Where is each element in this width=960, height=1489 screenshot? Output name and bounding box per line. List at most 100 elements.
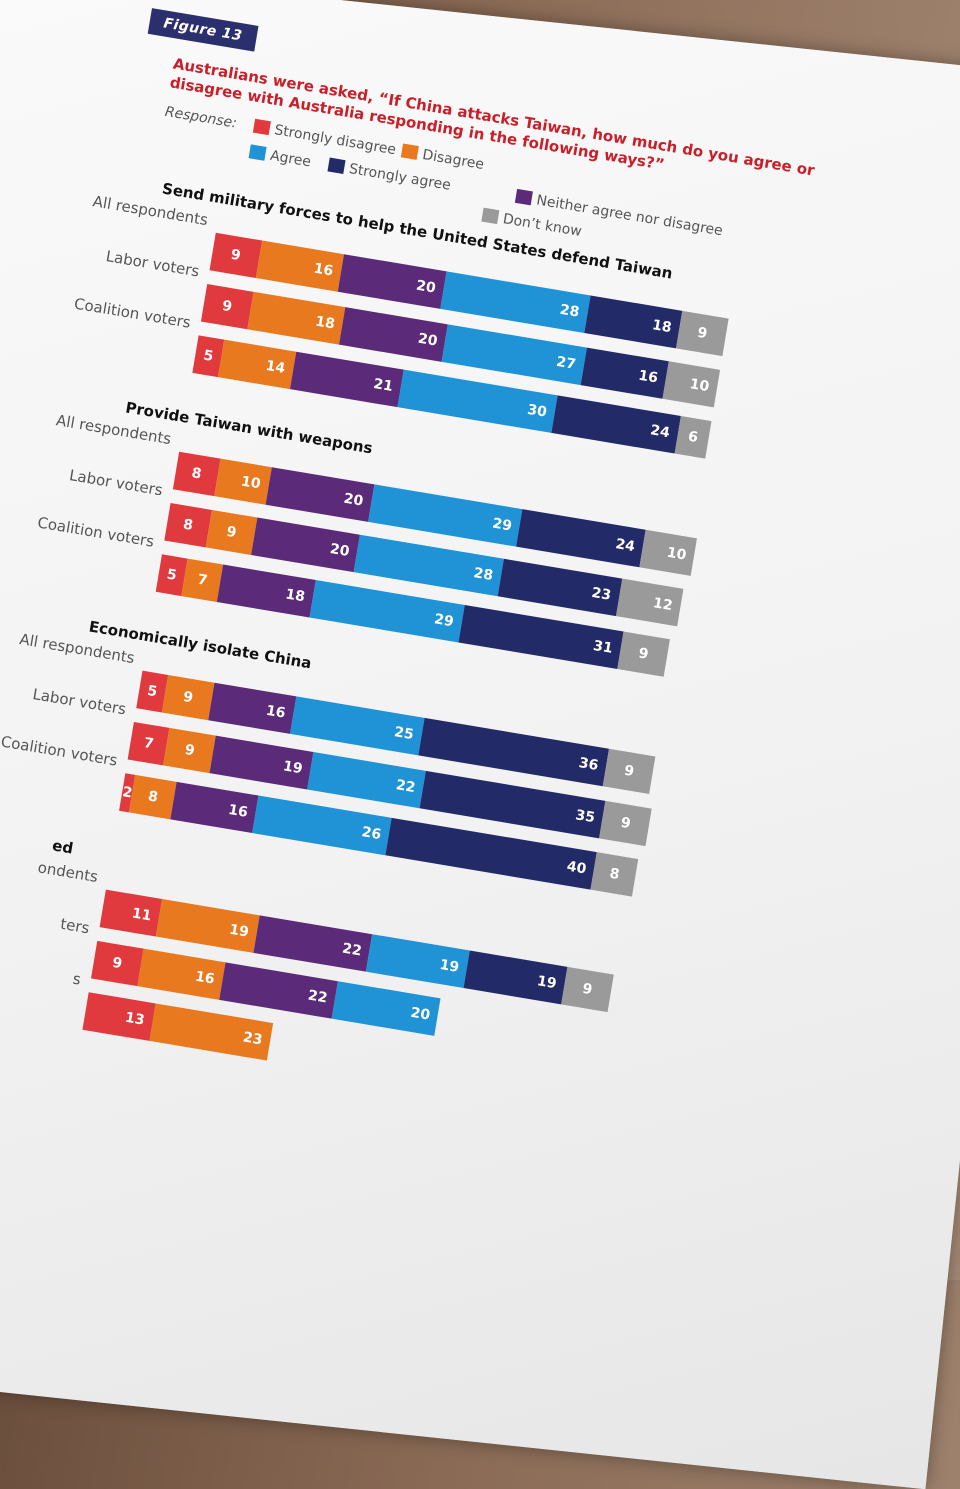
bar-segment-don-t-know: 9 [599, 800, 652, 847]
row-label: Coalition voters [72, 294, 193, 332]
bar-segment-agree: 29 [309, 580, 465, 643]
bar-segment-neither-agree-nor-disagree: 20 [251, 517, 361, 573]
bar-segment-neither-agree-nor-disagree: 20 [339, 307, 449, 362]
bar-segment-agree: 30 [397, 369, 558, 433]
bar-segment-agree: 27 [441, 324, 587, 386]
legend-swatch [400, 143, 419, 160]
bar-value-label: 18 [650, 317, 673, 337]
bar-segment-agree: 28 [440, 271, 591, 333]
bar-value-label: 9 [619, 814, 632, 833]
bar-segment-neither-agree-nor-disagree: 20 [337, 254, 447, 309]
bar-value-label: 20 [416, 330, 439, 350]
bar-value-label: 9 [225, 523, 238, 542]
bar-segment-don-t-know: 9 [617, 631, 670, 677]
bar-segment-agree: 29 [367, 484, 523, 547]
bar-value-label: 22 [306, 987, 329, 1007]
bar-value-label: 31 [591, 637, 614, 657]
bar-value-label: 16 [227, 801, 249, 821]
bar-segment-don-t-know: 10 [639, 529, 698, 576]
bar-segment-neither-agree-nor-disagree: 20 [265, 467, 375, 522]
row-label: Labor voters [31, 685, 128, 719]
bar-value-label: 9 [229, 246, 242, 265]
bar-segment-strongly-disagree: 9 [200, 284, 254, 330]
bar-value-label: 30 [526, 401, 548, 421]
bar-segment-strongly-agree: 31 [458, 604, 624, 670]
bar-value-label: 5 [202, 347, 215, 365]
bar-segment-neither-agree-nor-disagree: 18 [217, 564, 316, 618]
row-label: Labor voters [104, 247, 201, 281]
bar-segment-strongly-disagree: 8 [172, 451, 221, 497]
bar-segment-agree: 25 [290, 696, 425, 756]
bar-value-label: 9 [181, 688, 195, 707]
bar-value-label: 6 [686, 428, 700, 447]
bar-segment-strongly-disagree: 9 [209, 232, 262, 278]
bar-segment-don-t-know: 8 [590, 852, 639, 897]
bar-value-label: 23 [241, 1029, 264, 1049]
bar-value-label: 9 [221, 297, 234, 316]
bar-segment-disagree: 19 [155, 899, 260, 953]
legend-swatch [248, 144, 267, 161]
bar-segment-strongly-agree: 24 [551, 395, 681, 454]
bar-segment-don-t-know: 12 [615, 578, 684, 627]
bar-segment-disagree: 14 [217, 339, 297, 390]
bar-value-label: 21 [372, 375, 395, 395]
bar-value-label: 27 [555, 353, 577, 373]
bar-segment-strongly-agree: 23 [497, 558, 622, 617]
bar-value-label: 8 [181, 516, 195, 534]
bar-value-label: 40 [565, 858, 588, 878]
bar-segment-agree: 22 [307, 752, 427, 809]
bar-value-label: 29 [491, 515, 514, 535]
bar-value-label: 16 [312, 260, 335, 280]
bar-value-label: 5 [146, 682, 159, 701]
bar-value-label: 28 [558, 301, 581, 321]
bar-value-label: 35 [574, 807, 597, 827]
bar-segment-strongly-disagree: 13 [82, 992, 156, 1041]
legend-swatch [481, 207, 500, 225]
bar-segment-don-t-know: 9 [602, 748, 656, 794]
legend-caption: Response: [163, 103, 238, 132]
bar-value-label: 10 [665, 544, 688, 564]
bar-value-label: 20 [409, 1004, 432, 1024]
bar-value-label: 20 [342, 490, 365, 510]
legend-label: Agree [268, 147, 313, 171]
bar-segment-agree: 19 [366, 934, 470, 989]
bar-segment-neither-agree-nor-disagree: 22 [253, 915, 373, 972]
bar-value-label: 13 [123, 1009, 146, 1029]
row-label: s [71, 969, 83, 989]
bar-value-label: 26 [360, 824, 383, 844]
bar-value-label: 24 [614, 536, 637, 556]
bar-value-label: 19 [535, 973, 558, 993]
bar-segment-neither-agree-nor-disagree: 22 [219, 962, 339, 1019]
row-label: ondents [36, 858, 100, 887]
row-label: ters [59, 914, 91, 938]
bar-value-label: 18 [314, 313, 336, 333]
bar-value-label: 29 [432, 611, 455, 631]
legend-swatch [252, 118, 271, 136]
bar-value-label: 23 [590, 584, 613, 604]
bar-value-label: 36 [577, 755, 600, 775]
bar-segment-strongly-agree: 18 [583, 295, 683, 349]
row-label: Coalition voters [0, 732, 119, 770]
bar-value-label: 22 [340, 940, 363, 960]
legend-swatch [514, 188, 533, 206]
bar-value-label: 20 [414, 277, 437, 297]
legend-swatch [327, 157, 346, 175]
legend-item-agree: Agree [248, 144, 312, 170]
row-label: Coalition voters [36, 513, 156, 551]
legend-label: Strongly agree [347, 161, 452, 194]
bar-value-label: 24 [649, 422, 671, 442]
bar-value-label: 28 [472, 565, 495, 585]
bar-value-label: 7 [196, 571, 209, 590]
bar-segment-neither-agree-nor-disagree: 16 [170, 781, 259, 834]
bar-value-label: 19 [438, 956, 461, 976]
bar-segment-disagree: 16 [137, 948, 226, 1000]
bar-segment-disagree: 16 [255, 240, 344, 292]
bar-segment-neither-agree-nor-disagree: 16 [208, 682, 297, 734]
bar-segment-strongly-disagree: 8 [164, 503, 212, 548]
bar-segment-agree: 28 [354, 534, 504, 597]
bar-segment-strongly-agree: 19 [463, 950, 568, 1005]
bar-value-label: 8 [190, 465, 203, 483]
bar-segment-disagree: 23 [149, 1003, 274, 1061]
bar-value-label: 16 [637, 367, 660, 387]
bar-value-label: 18 [284, 586, 307, 606]
